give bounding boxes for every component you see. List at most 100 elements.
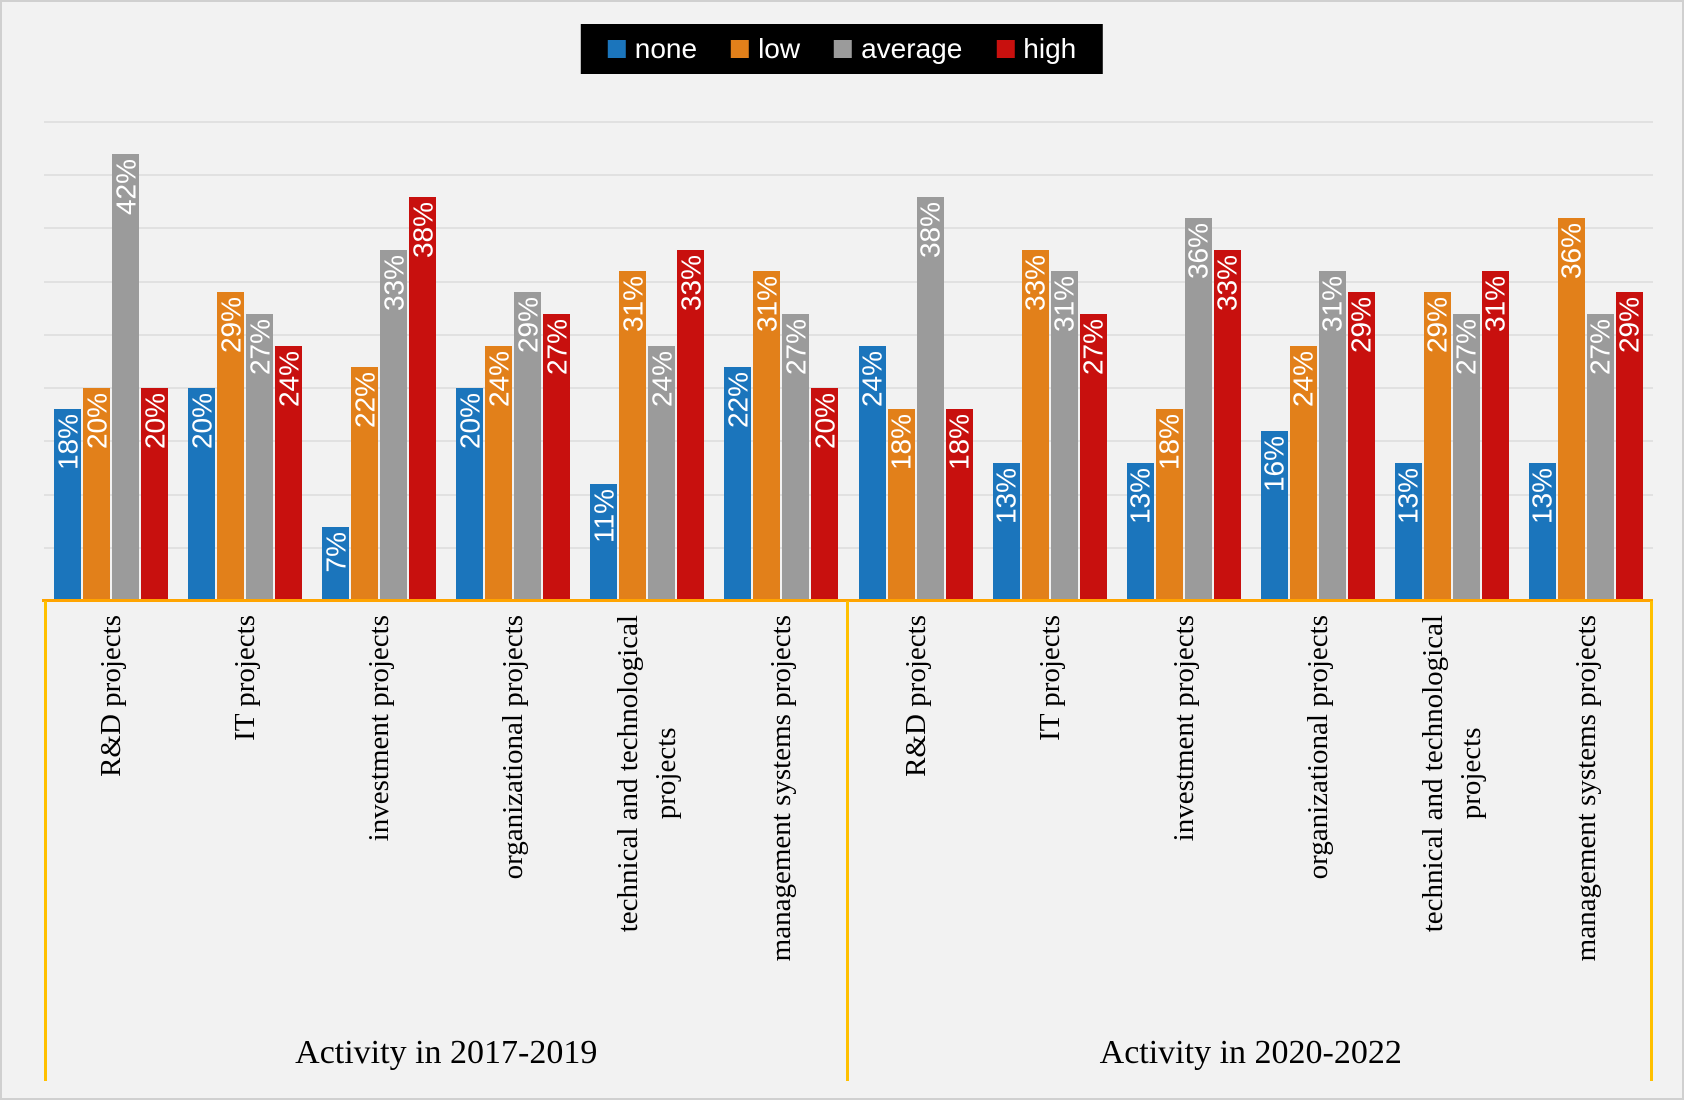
bar-low: 24%	[483, 345, 515, 601]
category-label: R&D projects	[899, 615, 932, 777]
bar-average: 27%	[1584, 313, 1616, 601]
bar-value-label: 18%	[52, 414, 84, 471]
bar-value-label: 7%	[320, 531, 352, 572]
category-box-border	[1650, 601, 1653, 1081]
bar-none: 20%	[186, 388, 218, 601]
bar-high: 33%	[675, 249, 707, 601]
bar-high: 33%	[1211, 249, 1243, 601]
gridline	[44, 440, 1653, 443]
bar-none: 22%	[722, 366, 754, 601]
bar-low: 31%	[617, 271, 649, 601]
bar-value-label: 18%	[885, 414, 917, 471]
category-label: R&D projects	[95, 615, 128, 777]
bar-value-label: 33%	[1211, 254, 1243, 311]
bar-high: 27%	[541, 313, 572, 601]
bar-none: 7%	[320, 526, 352, 601]
bar-value-label: 20%	[454, 393, 486, 450]
bar-value-label: 31%	[1479, 276, 1511, 333]
legend-swatch-icon	[731, 40, 750, 58]
bar-low: 24%	[1287, 345, 1319, 601]
bar-value-label: 16%	[1258, 435, 1290, 492]
bar-high: 29%	[1614, 292, 1645, 601]
category-label: technical and technological projects	[612, 615, 683, 933]
category-label: IT projects	[229, 615, 262, 741]
bar-none: 11%	[588, 483, 619, 601]
x-axis-line	[42, 599, 1653, 602]
bar-value-label: 24%	[646, 350, 678, 407]
bar-value-label: 20%	[186, 393, 218, 450]
bar-value-label: 36%	[1182, 222, 1214, 279]
bar-value-label: 27%	[1450, 318, 1482, 375]
bar-value-label: 33%	[378, 254, 410, 311]
bar-none: 20%	[454, 388, 486, 601]
bar-none: 24%	[856, 345, 888, 601]
bar-low: 31%	[751, 271, 783, 601]
legend-item-average: average	[834, 35, 962, 63]
bar-value-label: 27%	[244, 318, 276, 375]
bar-low: 18%	[885, 409, 917, 601]
bar-average: 31%	[1049, 271, 1080, 601]
bar-high: 31%	[1479, 271, 1511, 601]
bar-value-label: 33%	[675, 254, 707, 311]
gridline	[44, 174, 1653, 177]
bar-high: 38%	[407, 196, 439, 601]
category-label: management systems projects	[1569, 615, 1602, 962]
bar-value-label: 31%	[617, 276, 649, 333]
legend-swatch-icon	[607, 40, 626, 58]
bar-value-label: 38%	[407, 201, 439, 258]
gridline	[44, 387, 1653, 390]
bar-low: 20%	[81, 388, 113, 601]
bar-none: 16%	[1258, 430, 1290, 601]
bar-low: 33%	[1019, 249, 1051, 601]
bar-value-label: 24%	[856, 350, 888, 407]
bar-low: 18%	[1154, 409, 1185, 601]
bar-average: 31%	[1317, 271, 1348, 601]
bar-value-label: 29%	[512, 297, 544, 354]
bar-value-label: 27%	[780, 318, 812, 375]
gridline	[44, 546, 1653, 549]
category-label: IT projects	[1033, 615, 1066, 741]
category-box-border	[845, 601, 849, 1081]
bar-value-label: 13%	[1124, 467, 1156, 524]
bar-value-label: 31%	[751, 276, 783, 333]
bar-value-label: 36%	[1555, 222, 1587, 279]
bar-value-label: 42%	[110, 158, 142, 215]
legend-label: none	[634, 33, 698, 64]
category-label: technical and technological projects	[1416, 615, 1487, 933]
bar-value-label: 24%	[483, 350, 515, 407]
bar-high: 18%	[943, 409, 975, 601]
bar-average: 27%	[1450, 313, 1482, 601]
bar-value-label: 24%	[1287, 350, 1319, 407]
gridline	[44, 121, 1653, 123]
bar-value-label: 13%	[1392, 467, 1424, 524]
bar-value-label: 22%	[722, 371, 754, 428]
legend-label: average	[861, 33, 963, 64]
period-label: Activity in 2020-2022	[1099, 1034, 1402, 1071]
legend-swatch-icon	[834, 40, 853, 58]
bar-value-label: 20%	[81, 393, 113, 450]
bar-value-label: 20%	[809, 393, 841, 450]
bar-value-label: 33%	[1019, 254, 1051, 311]
bar-low: 29%	[215, 292, 247, 601]
bar-high: 29%	[1346, 292, 1377, 601]
chart-legend: none low average high	[580, 24, 1104, 74]
bar-value-label: 29%	[1421, 297, 1453, 354]
legend-item-high: high	[996, 35, 1076, 63]
category-box-border	[44, 601, 47, 1081]
category-label: investment projects	[363, 615, 396, 842]
gridline	[44, 333, 1653, 336]
bar-average: 27%	[780, 313, 812, 601]
bar-low: 22%	[349, 366, 380, 601]
bar-value-label: 29%	[215, 297, 247, 354]
bar-value-label: 18%	[943, 414, 975, 471]
legend-swatch-icon	[996, 40, 1015, 58]
bar-value-label: 27%	[1584, 318, 1616, 375]
bar-low: 29%	[1421, 292, 1453, 601]
bar-average: 33%	[378, 249, 410, 601]
category-label-box: management systems projects	[1496, 615, 1676, 1077]
category-label: organizational projects	[497, 615, 530, 880]
bar-average: 29%	[512, 292, 544, 601]
bar-average: 38%	[915, 196, 946, 601]
bar-value-label: 20%	[139, 393, 171, 450]
